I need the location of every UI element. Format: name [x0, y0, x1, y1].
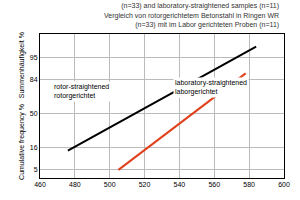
- svg-text:50: 50: [30, 110, 38, 117]
- svg-text:560: 560: [208, 181, 220, 188]
- svg-text:95: 95: [30, 54, 38, 61]
- svg-text:520: 520: [139, 181, 151, 188]
- svg-text:84: 84: [30, 76, 38, 83]
- svg-text:Cumulative frequency % Summe: Cumulative frequency % Summenhäufigkeit …: [18, 32, 26, 180]
- svg-text:540: 540: [174, 181, 186, 188]
- svg-text:5: 5: [34, 166, 38, 173]
- svg-text:(n=33) and laboratory-straight: (n=33) and laboratory-straightened sampl…: [104, 2, 279, 28]
- svg-text:laboratory-straightenedlaborge: laboratory-straightenedlaborgerichtet: [175, 79, 247, 96]
- svg-text:rotor-straightenedrotorgericht: rotor-straightenedrotorgerichtet: [54, 83, 109, 100]
- svg-text:480: 480: [69, 181, 81, 188]
- svg-text:600: 600: [278, 181, 290, 188]
- svg-text:500: 500: [104, 181, 116, 188]
- svg-text:16: 16: [30, 144, 38, 151]
- svg-text:580: 580: [243, 181, 255, 188]
- svg-text:460: 460: [34, 181, 46, 188]
